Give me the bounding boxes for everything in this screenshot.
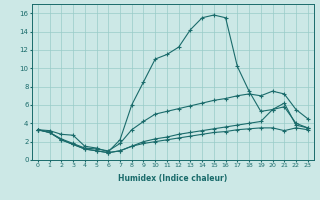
X-axis label: Humidex (Indice chaleur): Humidex (Indice chaleur) <box>118 174 228 183</box>
